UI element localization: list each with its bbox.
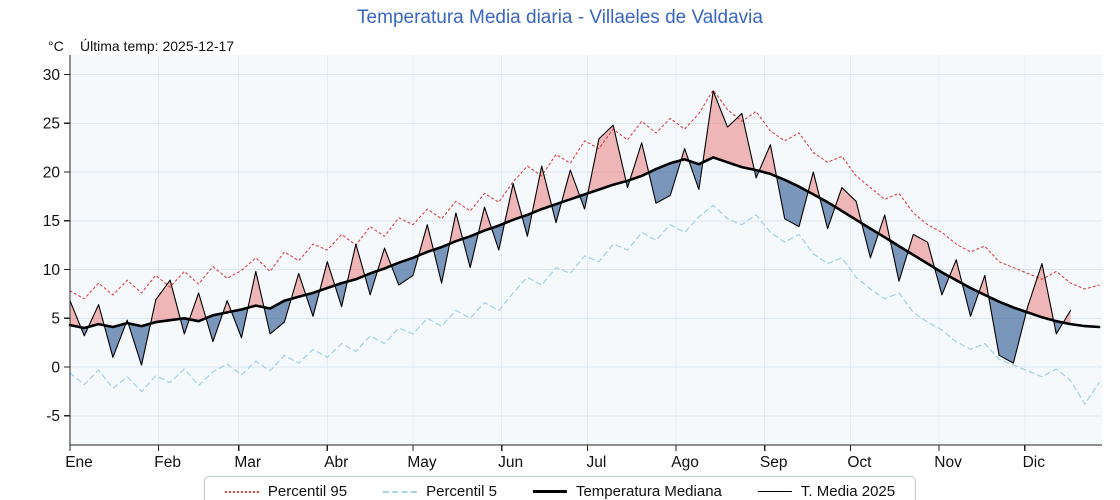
warm-anomaly-band	[449, 212, 463, 244]
x-tick-label: Ene	[65, 454, 93, 471]
cold-anomaly-band	[264, 298, 292, 334]
x-tick-label: Jun	[498, 454, 523, 471]
x-tick-label: May	[407, 454, 437, 471]
cold-anomaly-band	[890, 240, 909, 282]
x-tick-label: Oct	[847, 454, 872, 471]
legend-label-2025: T. Media 2025	[800, 483, 896, 500]
y-tick-label: -5	[46, 408, 60, 425]
legend: Percentil 95 Percentil 5 Temperatura Med…	[203, 476, 917, 500]
y-tick-label: 30	[43, 67, 61, 84]
warm-anomaly-band	[291, 273, 306, 299]
last-temp-label: Última temp: 2025-12-17	[80, 38, 235, 54]
x-tick-label: Feb	[154, 454, 181, 471]
cold-anomaly-band	[962, 283, 979, 317]
warm-anomaly-band	[629, 142, 649, 180]
cold-anomaly-band	[206, 313, 223, 342]
y-tick-label: 15	[43, 213, 60, 230]
cold-anomaly-band	[334, 281, 348, 307]
cold-anomaly-band	[80, 326, 89, 336]
p95-line	[69, 89, 1100, 300]
warm-anomaly-band	[835, 187, 862, 224]
cold-anomaly-band	[391, 255, 419, 286]
x-tick-label: Abr	[324, 454, 348, 471]
cold-anomaly-band	[551, 202, 562, 223]
y-tick-label: 20	[43, 164, 61, 181]
warm-anomaly-band	[189, 292, 206, 322]
chart-title: Temperatura Media diaria - Villaeles de …	[357, 7, 763, 28]
legend-item-median: Temperatura Mediana	[532, 483, 722, 500]
cold-anomaly-band	[305, 290, 320, 317]
y-tick-label: 10	[43, 262, 61, 279]
cold-anomaly-band	[522, 213, 533, 237]
cold-anomaly-band	[579, 193, 588, 210]
cold-anomaly-band	[128, 323, 151, 366]
p5-line	[69, 204, 1100, 405]
x-tick-label: Jul	[587, 454, 607, 471]
legend-label-p5: Percentil 5	[426, 483, 497, 500]
x-tick-label: Sep	[760, 454, 788, 471]
warm-anomaly-band	[222, 300, 232, 314]
cold-anomaly-band	[231, 307, 248, 338]
x-tick-label: Nov	[934, 454, 962, 471]
legend-label-p95: Percentil 95	[267, 483, 348, 500]
y-axis-units: °C	[48, 38, 64, 54]
warm-anomaly-band	[759, 144, 777, 177]
p95-line-sample	[224, 490, 259, 493]
median-line	[68, 156, 1101, 330]
warm-anomaly-band	[908, 234, 935, 268]
x-tick-label: Dic	[1023, 454, 1046, 471]
legend-item-p5: Percentil 5	[383, 483, 497, 500]
warm-anomaly-band	[319, 261, 335, 291]
median-line-sample	[532, 490, 567, 493]
legend-label-median: Temperatura Mediana	[575, 483, 722, 500]
warm-anomaly-band	[587, 125, 626, 194]
cold-anomaly-band	[180, 318, 190, 334]
warm-anomaly-band	[808, 172, 820, 198]
y-tick-label: 0	[51, 359, 60, 376]
warm-anomaly-band	[681, 148, 689, 161]
y-tick-label: 5	[51, 311, 60, 328]
cold-anomaly-band	[433, 243, 450, 284]
p5-line-sample	[383, 490, 418, 493]
cold-anomaly-band	[364, 270, 378, 295]
legend-item-2025: T. Media 2025	[757, 483, 896, 500]
t2025-line	[69, 90, 1072, 366]
warm-anomaly-band	[347, 244, 365, 282]
warm-anomaly-band	[702, 91, 755, 170]
x-tick-label: Mar	[234, 454, 261, 471]
warm-anomaly-band	[248, 271, 264, 308]
warm-anomaly-band	[532, 166, 552, 213]
plot-panel	[70, 55, 1102, 445]
warm-anomaly-band	[1026, 263, 1054, 321]
cold-anomaly-band	[491, 223, 505, 250]
t2025-line-sample	[757, 491, 792, 492]
cold-anomaly-band	[648, 160, 682, 204]
warm-anomaly-band	[504, 183, 523, 224]
cold-anomaly-band	[462, 233, 479, 268]
warm-anomaly-band	[561, 170, 580, 203]
warm-anomaly-band	[478, 207, 492, 233]
warm-anomaly-band	[418, 224, 434, 256]
y-tick-label: 25	[43, 116, 60, 133]
warm-anomaly-band	[979, 275, 989, 297]
cold-anomaly-band	[776, 176, 809, 227]
x-tick-label: Ago	[671, 454, 699, 471]
warm-anomaly-band	[377, 248, 392, 271]
legend-item-p95: Percentil 95	[224, 483, 348, 500]
warm-anomaly-band	[88, 304, 105, 327]
cold-anomaly-band	[104, 323, 126, 358]
